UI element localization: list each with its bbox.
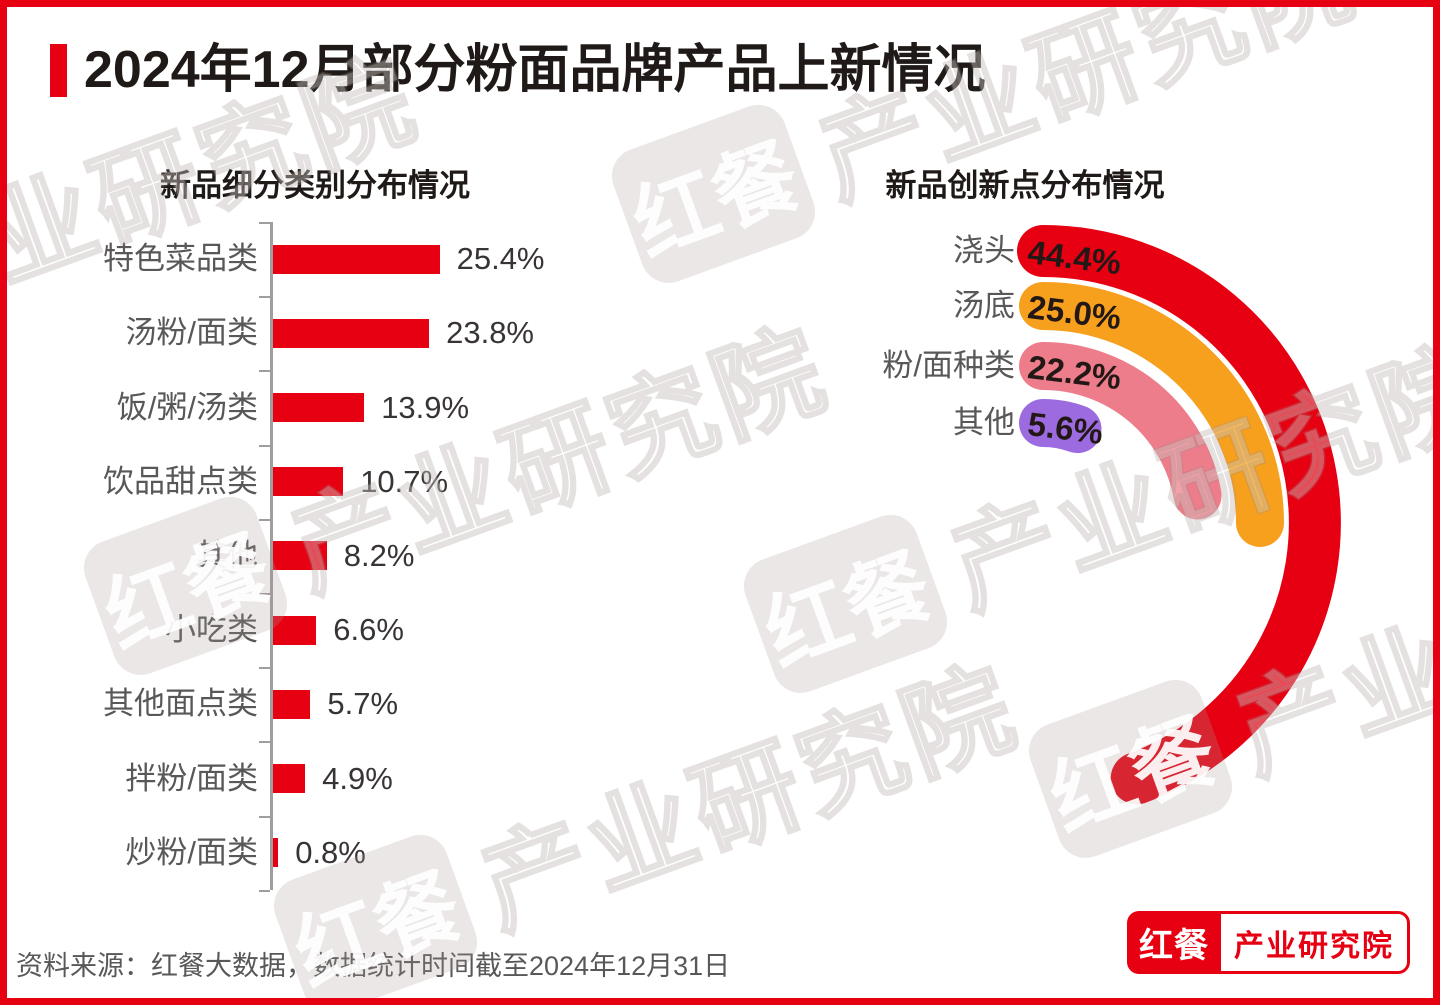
logo-org-name: 产业研究院 <box>1221 911 1410 974</box>
left-chart-axis <box>270 222 273 890</box>
bar-value-label: 8.2% <box>343 537 415 573</box>
bar-value-label: 23.8% <box>446 315 534 351</box>
page-title: 2024年12月部分粉面品牌产品上新情况 <box>84 41 986 99</box>
source-note: 资料来源：红餐大数据，数据统计时间截至2024年12月31日 <box>16 951 731 981</box>
bar-0 <box>273 244 440 274</box>
logo-brand-mark: 红餐 <box>1127 911 1221 974</box>
bar-3 <box>273 467 344 497</box>
bar-category-label: 特色菜品类 <box>103 241 258 277</box>
bar-category-label: 炒粉/面类 <box>125 834 258 870</box>
bar-2 <box>273 393 365 422</box>
axis-tick <box>259 296 270 299</box>
axis-tick <box>259 815 270 818</box>
radial-category-label: 其他 <box>953 405 1015 440</box>
bar-7 <box>273 764 306 793</box>
bar-category-label: 其他 <box>196 537 258 573</box>
radial-category-label: 粉/面种类 <box>882 348 1015 383</box>
axis-tick <box>259 370 270 373</box>
right-chart-title: 新品创新点分布情况 <box>885 168 1165 203</box>
axis-tick <box>259 444 270 447</box>
axis-tick <box>259 518 270 521</box>
radial-category-label: 汤底 <box>953 288 1015 323</box>
bar-5 <box>273 615 317 645</box>
brand-logo: 红餐 产业研究院 <box>1127 911 1410 974</box>
bar-category-label: 其他面点类 <box>103 686 258 722</box>
axis-tick <box>259 741 270 744</box>
title-accent-bar <box>50 44 67 97</box>
bar-8 <box>273 838 279 868</box>
bar-value-label: 6.6% <box>333 612 404 648</box>
arc-0 <box>1017 225 1341 805</box>
axis-tick <box>259 667 270 670</box>
bar-4 <box>273 541 327 571</box>
arc-1 <box>1019 282 1284 547</box>
bar-category-label: 拌粉/面类 <box>125 760 258 796</box>
bar-1 <box>273 318 430 348</box>
innovation-radial-chart <box>1017 225 1341 805</box>
axis-tick <box>259 593 270 595</box>
axis-tick <box>259 889 270 892</box>
bar-value-label: 5.7% <box>327 686 399 722</box>
left-chart-title: 新品细分类别分布情况 <box>160 168 470 203</box>
bar-value-label: 25.4% <box>456 241 545 277</box>
axis-tick <box>259 222 270 224</box>
bar-6 <box>273 689 311 719</box>
bar-value-label: 10.7% <box>360 463 449 499</box>
radial-category-label: 浇头 <box>953 233 1015 268</box>
bar-category-label: 饮品甜点类 <box>103 463 258 499</box>
bar-category-label: 汤粉/面类 <box>125 315 258 351</box>
arc-2 <box>1019 342 1222 520</box>
bar-category-label: 饭/粥/汤类 <box>116 389 258 425</box>
bar-value-label: 4.9% <box>322 760 393 796</box>
arc-3 <box>1019 398 1102 454</box>
bar-category-label: 小吃类 <box>165 612 258 648</box>
bar-value-label: 0.8% <box>295 834 366 870</box>
bar-value-label: 13.9% <box>381 389 470 425</box>
